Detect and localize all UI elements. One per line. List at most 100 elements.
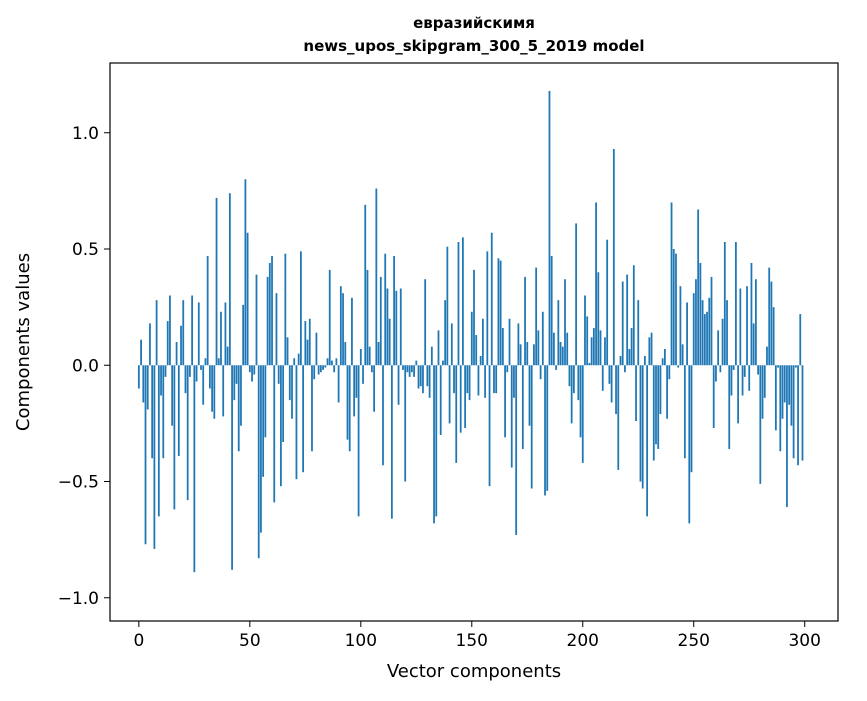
bar: [162, 365, 165, 459]
bar: [495, 365, 498, 394]
bar: [770, 281, 773, 366]
bar: [186, 365, 189, 501]
bar: [322, 365, 324, 370]
bar: [140, 339, 142, 366]
bar: [746, 286, 748, 366]
bar: [635, 365, 637, 422]
bar: [362, 365, 364, 384]
bar: [413, 365, 415, 377]
y-tick-label: −1.0: [58, 589, 99, 609]
bar: [688, 365, 691, 524]
bar: [553, 332, 555, 366]
bar: [382, 365, 384, 466]
bar: [335, 358, 338, 366]
bar: [459, 365, 462, 433]
bar: [581, 365, 584, 463]
bar: [208, 365, 211, 389]
chart-title: евразийскимя: [413, 14, 535, 32]
bar: [235, 365, 238, 384]
bar: [384, 253, 387, 366]
bar: [342, 293, 344, 366]
bar: [240, 365, 242, 426]
bar: [215, 197, 218, 366]
y-tick-label: −0.5: [58, 473, 99, 493]
bar: [697, 209, 700, 366]
bar: [475, 335, 478, 366]
bar: [763, 365, 766, 398]
bar: [752, 323, 755, 366]
bar: [169, 295, 171, 366]
bar: [348, 365, 351, 452]
bar: [331, 360, 333, 366]
bar: [777, 365, 779, 368]
bar: [137, 365, 140, 389]
bar: [306, 339, 309, 366]
bar: [524, 276, 526, 366]
bar: [371, 365, 373, 373]
bar: [646, 365, 649, 517]
bar: [561, 346, 564, 366]
bar: [615, 365, 617, 415]
bar: [610, 365, 613, 403]
bar: [719, 365, 722, 373]
bar: [630, 328, 633, 366]
bar: [497, 258, 500, 366]
bar: [639, 365, 642, 482]
bar: [211, 365, 213, 412]
bar: [277, 365, 280, 384]
bar: [344, 342, 347, 366]
bar: [388, 318, 391, 366]
bar: [488, 365, 491, 487]
bar: [262, 365, 265, 477]
bar: [366, 269, 369, 366]
bar: [535, 267, 538, 366]
bar: [750, 262, 753, 366]
bar: [477, 365, 480, 396]
bar: [690, 365, 693, 473]
x-tick-label: 300: [788, 631, 820, 651]
bar: [308, 318, 311, 366]
bar: [433, 365, 435, 524]
bar: [608, 365, 611, 384]
bar: [151, 365, 154, 459]
bar: [220, 311, 222, 366]
bar: [275, 293, 278, 366]
bar: [404, 365, 407, 482]
bar: [486, 251, 489, 366]
bar: [768, 267, 771, 366]
bar: [730, 365, 733, 396]
bar: [510, 365, 513, 468]
bar: [242, 304, 245, 366]
bar: [317, 365, 320, 375]
bar: [533, 344, 535, 366]
bar: [515, 365, 518, 535]
bar: [748, 365, 751, 391]
bar: [668, 365, 671, 380]
bar: [754, 279, 757, 366]
bar: [626, 274, 629, 366]
bar: [575, 223, 577, 366]
bar: [153, 365, 156, 549]
bar: [490, 232, 493, 366]
bar: [324, 365, 327, 368]
bar: [222, 365, 225, 417]
bar: [739, 288, 742, 366]
bar: [315, 332, 318, 366]
bar: [293, 358, 296, 366]
x-tick-label: 0: [133, 631, 144, 651]
bar: [204, 358, 207, 366]
bar: [268, 262, 271, 366]
bar: [675, 253, 677, 366]
bar: [526, 342, 529, 366]
bar: [726, 300, 728, 366]
bar: [291, 365, 293, 419]
bar: [282, 365, 285, 442]
bar: [617, 365, 620, 470]
bar: [677, 365, 680, 368]
bar: [557, 300, 560, 366]
bar: [683, 365, 686, 459]
bar: [659, 365, 662, 415]
bar: [302, 365, 304, 473]
bar: [692, 293, 695, 366]
bar: [663, 348, 666, 366]
